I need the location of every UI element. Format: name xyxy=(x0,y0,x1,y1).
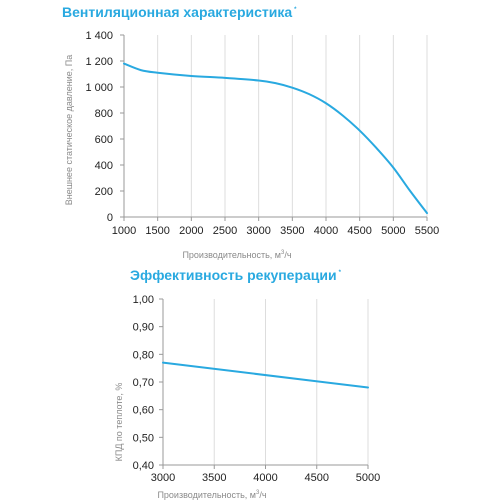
chart1-y-tick-label: 200 xyxy=(95,186,113,198)
chart2-x-ticks: 3000 3500 4000 4500 5000 xyxy=(151,472,380,484)
chart2-title: Эффективность рекуперации * xyxy=(130,267,342,283)
chart2-y-tick-label: 0,70 xyxy=(133,377,154,389)
chart1-y-ticks: 0 200 400 600 800 1 000 1 200 1 400 xyxy=(85,30,113,224)
ventilation-chart: Вентиляционная характеристика * 1000 1500 2… xyxy=(62,4,439,260)
chart1-x-tick-label: 2000 xyxy=(179,225,203,237)
chart1-axis-lines xyxy=(123,35,427,218)
chart2-x-tick-label: 4000 xyxy=(253,472,277,484)
chart2-y-tick-label: 0,90 xyxy=(133,322,154,334)
chart1-y-tick-label: 1 200 xyxy=(85,56,113,68)
chart1-axes xyxy=(120,34,428,221)
chart1-x-tick-label: 2500 xyxy=(213,225,237,237)
chart2-x-tick-label: 3500 xyxy=(202,472,226,484)
chart1-series xyxy=(123,62,428,215)
chart2-grid xyxy=(213,299,369,465)
chart1-x-tick-label: 4500 xyxy=(347,225,371,237)
chart2-y-ticks: 0,40 0,50 0,60 0,70 0,80 0,90 1,00 xyxy=(133,294,154,472)
chart1-x-tick-label: 1000 xyxy=(112,225,136,237)
chart1-y-tick-label: 400 xyxy=(95,160,113,172)
chart2-y-tick-label: 0,40 xyxy=(133,460,154,472)
chart2-axis-lines xyxy=(162,299,368,466)
chart1-x-tick-label: 1500 xyxy=(145,225,169,237)
chart1-x-tick-label: 3000 xyxy=(246,225,270,237)
chart1-title: Вентиляционная характеристика * xyxy=(62,4,297,20)
recuperation-chart: Эффективность рекуперации * 3000 3500 4000 4… xyxy=(114,267,380,500)
chart1-x-axis-label: Производительность, м3/ч xyxy=(182,250,291,260)
chart2-y-tick-label: 1,00 xyxy=(133,294,154,306)
chart2-x-tick-label: 3000 xyxy=(151,472,175,484)
chart1-x-tick-label: 4000 xyxy=(314,225,338,237)
chart1-y-axis-label: Внешнее статическое давление, Па xyxy=(64,55,74,205)
chart1-x-tick-label: 5500 xyxy=(415,225,439,237)
chart2-x-tick-label: 5000 xyxy=(356,472,380,484)
chart2-series xyxy=(162,361,369,389)
chart1-x-tick-label: 3500 xyxy=(280,225,304,237)
chart2-series-line xyxy=(162,361,369,389)
chart1-y-tick-label: 1 000 xyxy=(85,82,113,94)
chart1-x-ticks: 1000 1500 2000 2500 3000 3500 4000 4500 5000 5500 xyxy=(112,225,439,237)
chart1-series-line xyxy=(123,62,428,215)
chart2-y-axis-label: КПД по теплоте, % xyxy=(114,383,124,462)
chart1-y-tick-label: 0 xyxy=(107,212,113,224)
chart2-y-tick-label: 0,60 xyxy=(133,405,154,417)
chart1-y-tick-label: 600 xyxy=(95,134,113,146)
chart1-y-tick-label: 1 400 xyxy=(85,30,113,42)
chart2-y-tick-label: 0,80 xyxy=(133,349,154,361)
chart2-axes xyxy=(159,298,369,469)
chart1-x-tick-label: 5000 xyxy=(381,225,405,237)
chart2-x-tick-label: 4500 xyxy=(305,472,329,484)
chart1-y-tick-label: 800 xyxy=(95,108,113,120)
chart1-grid xyxy=(157,35,428,217)
chart2-x-axis-label: Производительность, м3/ч xyxy=(157,490,266,500)
chart2-y-tick-label: 0,50 xyxy=(133,432,154,444)
